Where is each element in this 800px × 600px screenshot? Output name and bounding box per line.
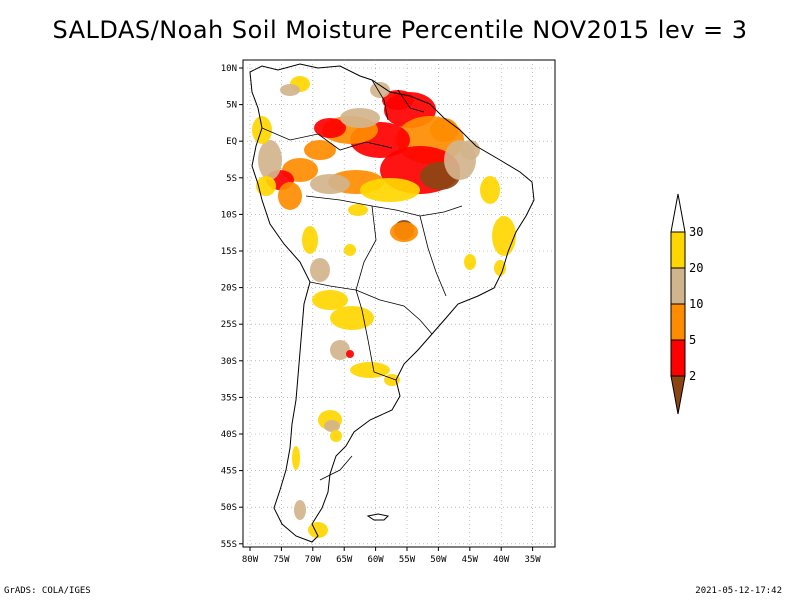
colorbar: 30 20 10 5 2 bbox=[670, 193, 703, 415]
colorbar-segment bbox=[670, 231, 686, 269]
colorbar-segment bbox=[670, 303, 686, 341]
falkland-islands bbox=[366, 513, 390, 521]
footer-credit: GrADS: COLA/IGES bbox=[4, 586, 91, 596]
colorbar-label: 10 bbox=[689, 297, 703, 311]
shading-patch bbox=[294, 500, 306, 520]
shading-patch bbox=[292, 446, 300, 470]
colorbar-label: 30 bbox=[689, 225, 703, 239]
lat-tick-label: 5N bbox=[226, 101, 237, 111]
shading-patch bbox=[492, 216, 516, 256]
map-title: SALDAS/Noah Soil Moisture Percentile NOV… bbox=[52, 16, 748, 44]
lon-tick-label: 80W bbox=[242, 555, 259, 565]
shading-patch bbox=[494, 260, 506, 276]
soil-moisture-shading bbox=[252, 76, 516, 538]
colorbar-label: 20 bbox=[689, 261, 703, 275]
shading-patch bbox=[256, 176, 276, 196]
colorbar-label: 2 bbox=[689, 369, 696, 383]
shading-patch bbox=[464, 254, 476, 270]
country-borders bbox=[261, 79, 463, 481]
lat-tick-label: 40S bbox=[221, 430, 237, 440]
shading-patch bbox=[330, 306, 374, 330]
map-grid bbox=[243, 60, 555, 547]
shading-patch bbox=[330, 340, 350, 360]
lat-tick-label: 55S bbox=[221, 540, 237, 550]
lon-tick-label: 70W bbox=[305, 555, 322, 565]
lon-tick-label: 75W bbox=[273, 555, 290, 565]
latitude-ticks: 10N 5N EQ 5S 10S 15S 20S 25S 30S 35S 40S 45S 50S 55S bbox=[221, 64, 243, 550]
lon-tick-label: 60W bbox=[367, 555, 384, 565]
shading-patch bbox=[310, 174, 350, 194]
shading-patch bbox=[304, 140, 336, 160]
lat-tick-label: 5S bbox=[226, 174, 237, 184]
shading-patch bbox=[330, 430, 342, 442]
shading-patch bbox=[278, 182, 302, 210]
lat-tick-label: 25S bbox=[221, 320, 237, 330]
shading-patch bbox=[344, 244, 356, 256]
shading-patch bbox=[348, 204, 368, 216]
shading-patch bbox=[280, 84, 300, 96]
lat-tick-label: 50S bbox=[221, 503, 237, 513]
lat-tick-label: 10S bbox=[221, 210, 237, 220]
lat-tick-label: 30S bbox=[221, 357, 237, 367]
lon-tick-label: 45W bbox=[462, 555, 479, 565]
colorbar-segment bbox=[670, 267, 686, 305]
shading-patch bbox=[430, 118, 458, 142]
lat-tick-label: 45S bbox=[221, 467, 237, 477]
shading-patch bbox=[346, 350, 354, 358]
lon-tick-label: 35W bbox=[524, 555, 541, 565]
shading-patch bbox=[314, 118, 346, 138]
shading-patch bbox=[252, 116, 272, 144]
shading-patch bbox=[324, 420, 340, 432]
shading-patch bbox=[390, 222, 418, 242]
shading-patch bbox=[258, 140, 282, 180]
shading-patch bbox=[302, 226, 318, 254]
colorbar-bottom-arrow bbox=[670, 375, 686, 415]
shading-patch bbox=[360, 178, 420, 202]
colorbar-segment bbox=[670, 339, 686, 377]
shading-patch bbox=[340, 108, 380, 128]
footer-timestamp: 2021-05-12-17:42 bbox=[695, 586, 782, 596]
lon-tick-label: 55W bbox=[399, 555, 416, 565]
longitude-ticks: 80W 75W 70W 65W 60W 55W 50W 45W 40W 35W bbox=[242, 547, 541, 565]
lon-tick-label: 65W bbox=[336, 555, 353, 565]
lon-tick-label: 50W bbox=[430, 555, 447, 565]
lon-tick-label: 40W bbox=[493, 555, 510, 565]
colorbar-top-arrow bbox=[670, 193, 686, 233]
colorbar-label: 5 bbox=[689, 333, 696, 347]
lat-tick-label: 35S bbox=[221, 393, 237, 403]
continent-outline bbox=[249, 63, 535, 543]
lat-tick-label: EQ bbox=[226, 137, 237, 147]
shading-patch bbox=[480, 176, 500, 204]
lat-tick-label: 15S bbox=[221, 247, 237, 257]
lat-tick-label: 20S bbox=[221, 284, 237, 294]
shading-patch bbox=[370, 82, 390, 98]
shading-patch bbox=[310, 258, 330, 282]
shading-patch bbox=[312, 290, 348, 310]
shading-patch bbox=[460, 140, 480, 160]
lat-tick-label: 10N bbox=[221, 64, 237, 74]
